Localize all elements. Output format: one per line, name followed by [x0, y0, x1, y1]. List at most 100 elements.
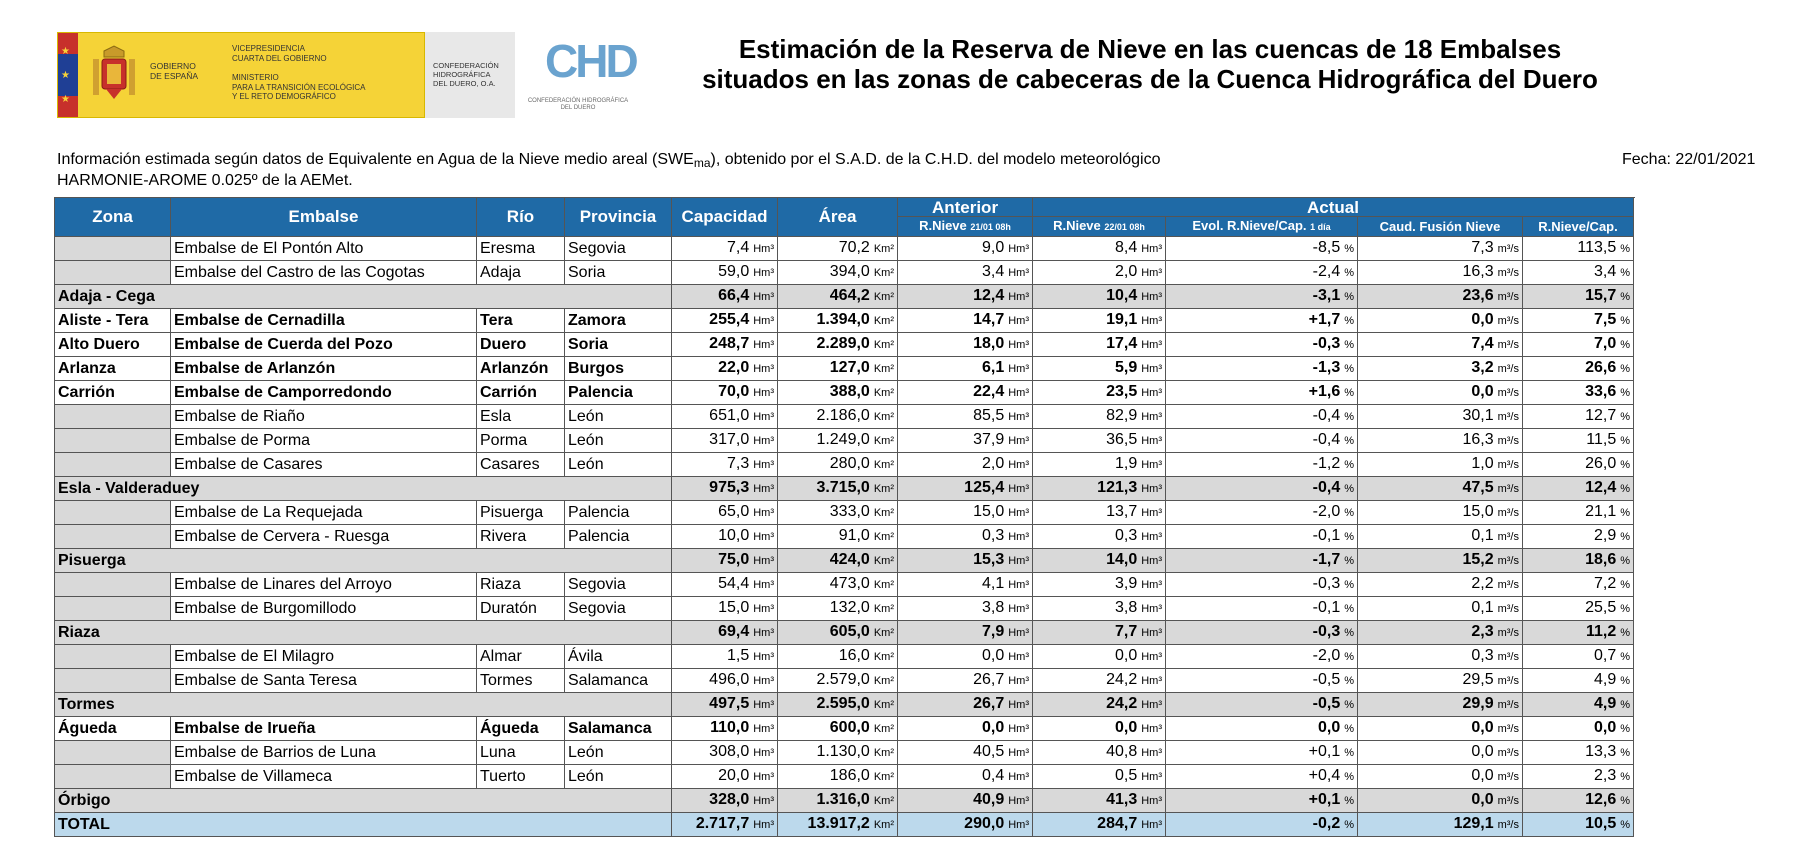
- value: 651,0: [709, 407, 750, 424]
- value: -2,0: [1312, 647, 1341, 664]
- unit: Km²: [873, 555, 894, 567]
- cell-area: 1.394,0 Km²: [777, 308, 898, 333]
- table-row: Embalse de Casares Casares León 7,3 Hm³ 280,0…: [54, 452, 1634, 477]
- cell-ratio: 25,5%: [1522, 596, 1634, 621]
- cell-caudal-fusion: 2,2 m³/s: [1357, 572, 1523, 597]
- unit: %: [1344, 531, 1354, 543]
- unit: %: [1620, 363, 1630, 375]
- cell-evolucion: -3,1%: [1165, 284, 1358, 309]
- cell-rnieve-anterior: 0,0 Hm³: [897, 716, 1033, 741]
- unit: Hm³: [1141, 363, 1162, 375]
- cell-provincia: León: [564, 740, 672, 765]
- coat-of-arms-icon: [78, 33, 150, 117]
- value: 22,4: [973, 383, 1005, 400]
- cell-zona-blank: [54, 524, 171, 549]
- value: 0,1: [1471, 527, 1494, 544]
- unit: Hm³: [1008, 459, 1029, 471]
- cell-rnieve-anterior: 7,9 Hm³: [897, 620, 1033, 645]
- unit: %: [1620, 267, 1630, 279]
- value: 0,0: [1593, 719, 1617, 736]
- unit: Km²: [873, 603, 894, 615]
- table-row: Pisuerga 75,0 Hm³ 424,0 Km² 15,3 Hm³ 14,0 Hm³ -1,…: [54, 548, 1634, 573]
- col-capacidad: Capacidad: [671, 197, 778, 237]
- cell-capacidad: 7,3 Hm³: [671, 452, 778, 477]
- unit: Km²: [873, 411, 894, 423]
- value: 70,0: [718, 383, 750, 400]
- value: 3,4: [981, 263, 1005, 280]
- cell-provincia: Salamanca: [564, 668, 672, 693]
- table-body: Embalse de El Pontón Alto Eresma Segovia 7,…: [54, 236, 1634, 837]
- cell-rnieve-actual: 19,1 Hm³: [1032, 308, 1166, 333]
- value: 125,4: [964, 479, 1005, 496]
- value: 15,0: [718, 599, 750, 616]
- table-row: Embalse de Burgomillodo Duratón Segovia 15,…: [54, 596, 1634, 621]
- cell-rnieve-actual: 36,5 Hm³: [1032, 428, 1166, 453]
- cell-rnieve-actual: 10,4 Hm³: [1032, 284, 1166, 309]
- cell-caudal-fusion: 16,3 m³/s: [1357, 428, 1523, 453]
- cell-area: 91,0 Km²: [777, 524, 898, 549]
- col-zona: Zona: [54, 197, 171, 237]
- value: 15,2: [1462, 551, 1494, 568]
- value: 248,7: [709, 335, 750, 352]
- cell-rnieve-anterior: 26,7 Hm³: [897, 692, 1033, 717]
- unit: Hm³: [753, 651, 774, 663]
- table-row: Arlanza Embalse de Arlanzón Arlanzón Burgos…: [54, 356, 1634, 381]
- unit: %: [1620, 795, 1630, 807]
- value: 290,0: [964, 815, 1005, 832]
- cell-evolucion: -0,1%: [1165, 524, 1358, 549]
- cell-rnieve-anterior: 4,1 Hm³: [897, 572, 1033, 597]
- value: 54,4: [718, 575, 750, 592]
- cell-evolucion: +0,4%: [1165, 764, 1358, 789]
- value: 14,7: [973, 311, 1005, 328]
- unit: Hm³: [753, 555, 774, 567]
- cell-rnieve-anterior: 40,9 Hm³: [897, 788, 1033, 813]
- unit: Hm³: [753, 267, 774, 279]
- cell-evolucion: -0,1%: [1165, 596, 1358, 621]
- cell-rio: Pisuerga: [476, 500, 565, 525]
- unit: %: [1620, 771, 1630, 783]
- value: 18,6: [1585, 551, 1617, 568]
- cell-caudal-fusion: 0,0 m³/s: [1357, 308, 1523, 333]
- cell-capacidad: 65,0 Hm³: [671, 500, 778, 525]
- unit: m³/s: [1497, 723, 1519, 735]
- value: 284,7: [1097, 815, 1138, 832]
- cell-rio: Carrión: [476, 380, 565, 405]
- cell-evolucion: +0,1%: [1165, 788, 1358, 813]
- cell-capacidad: 59,0 Hm³: [671, 260, 778, 285]
- unit: Hm³: [753, 483, 774, 495]
- col-ratio: R.Nieve/Cap.: [1522, 216, 1634, 237]
- cell-area: 1.316,0 Km²: [777, 788, 898, 813]
- value: -2,4: [1312, 263, 1341, 280]
- col-rnieve-anterior: R.Nieve 21/01 08h: [897, 216, 1033, 237]
- cell-ratio: 26,0%: [1522, 452, 1634, 477]
- unit: Hm³: [753, 507, 774, 519]
- unit: %: [1344, 387, 1354, 399]
- value: 7,2: [1593, 575, 1617, 592]
- cell-rnieve-actual: 0,0 Hm³: [1032, 716, 1166, 741]
- chd-logo-mark: CHD: [545, 35, 639, 87]
- cell-capacidad: 328,0 Hm³: [671, 788, 778, 813]
- value: 2.186,0: [816, 407, 870, 424]
- unit: Km²: [873, 531, 894, 543]
- unit: Hm³: [1141, 795, 1162, 807]
- unit: %: [1620, 291, 1630, 303]
- unit: Hm³: [753, 315, 774, 327]
- logo-bar: ★ ★ ★ GOBIERNO DE ESPAÑA VICEPRESIDENCIA C…: [57, 32, 639, 118]
- cell-embalse: Embalse de Villameca: [170, 764, 477, 789]
- value: 70,2: [838, 239, 870, 256]
- unit: Hm³: [1008, 819, 1029, 831]
- unit: %: [1344, 651, 1354, 663]
- value: 7,5: [1593, 311, 1617, 328]
- table-row: Esla - Valderaduey 975,3 Hm³ 3.715,0 Km² 125,…: [54, 476, 1634, 501]
- unit: %: [1620, 675, 1630, 687]
- unit: Km²: [873, 387, 894, 399]
- unit: Km²: [873, 627, 894, 639]
- value: 1.316,0: [816, 791, 870, 808]
- value: 4,1: [981, 575, 1005, 592]
- cell-capacidad: 110,0 Hm³: [671, 716, 778, 741]
- col-caudal-fusion: Caud. Fusión Nieve: [1357, 216, 1523, 237]
- cell-zona-blank: [54, 596, 171, 621]
- value: 129,1: [1453, 815, 1494, 832]
- cell-embalse: Embalse de Cuerda del Pozo: [170, 332, 477, 357]
- unit: Hm³: [1008, 243, 1029, 255]
